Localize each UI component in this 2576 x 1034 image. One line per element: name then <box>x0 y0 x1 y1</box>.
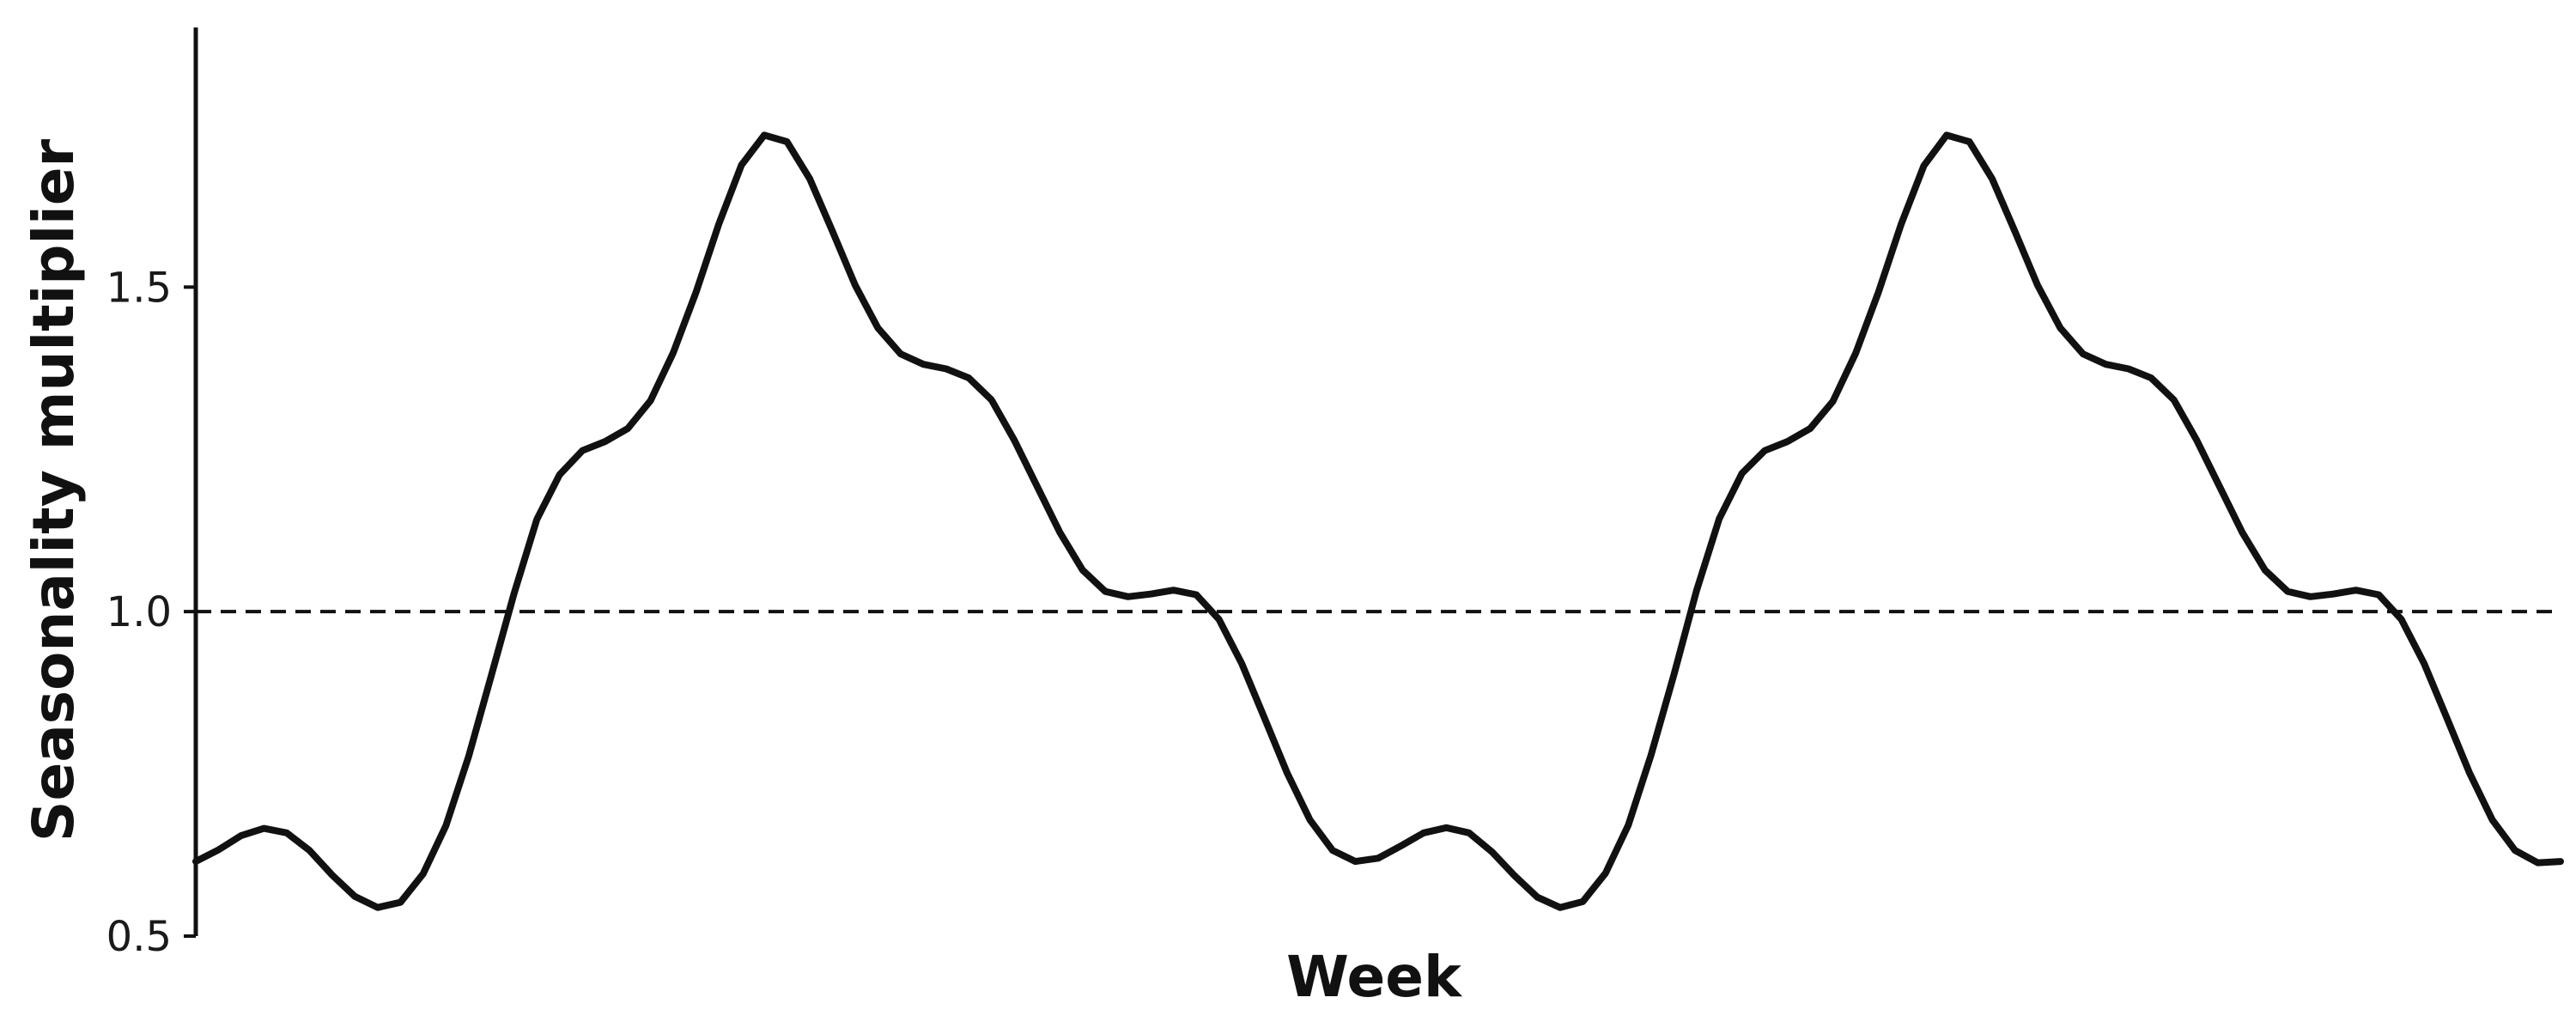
y-axis-title: Seasonality multiplier <box>21 138 87 842</box>
y-ticks: 0.5 1.0 1.5 <box>106 264 196 961</box>
y-tick-label: 1.0 <box>106 588 172 636</box>
x-axis-title: Week <box>1286 944 1463 1010</box>
y-tick-label: 1.5 <box>106 264 172 312</box>
series-line-0 <box>192 131 2564 911</box>
y-tick-label: 0.5 <box>106 913 172 961</box>
series-layer <box>192 131 2564 911</box>
